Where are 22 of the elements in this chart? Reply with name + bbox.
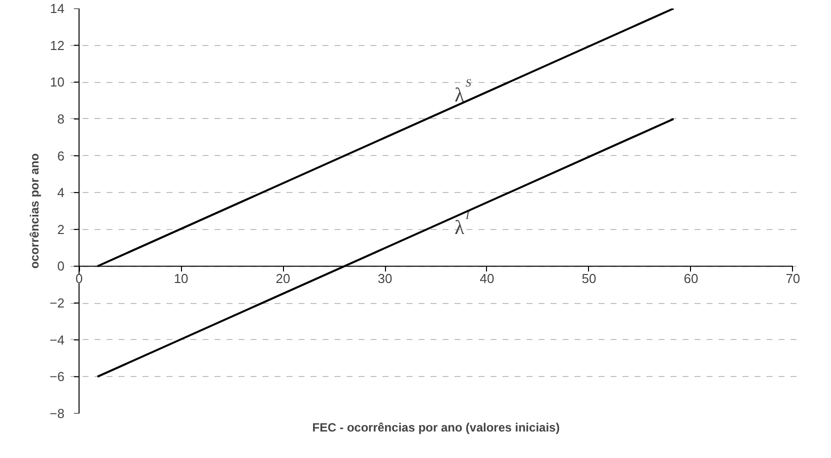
y-tick-label: −4	[50, 332, 65, 348]
x-axis-title: FEC - ocorrências por ano (valores iniciais)	[312, 420, 560, 434]
y-tick-label: 8	[57, 111, 65, 126]
x-tick-label: 40	[480, 271, 494, 286]
y-tick-label: 0	[57, 258, 65, 274]
x-tick-label: 30	[378, 271, 392, 286]
x-tick-label: 60	[684, 271, 698, 286]
y-axis-title: ocorrências por ano	[28, 153, 42, 269]
y-tick-label: 4	[57, 185, 65, 200]
y-tick-label: −2	[50, 296, 65, 311]
x-tick-label: 10	[174, 271, 188, 286]
y-tick-label: 6	[57, 148, 65, 164]
y-tick-label: 14	[50, 1, 65, 16]
y-tick-label: 2	[57, 222, 65, 237]
x-tick-label: 50	[582, 271, 596, 286]
y-tick-label: 10	[50, 74, 65, 90]
y-tick-label: 12	[50, 38, 65, 53]
y-tick-label: −8	[50, 406, 65, 421]
y-tick-label: −6	[50, 369, 65, 384]
x-tick-label: 20	[276, 271, 290, 286]
x-tick-label: 0	[75, 271, 83, 286]
x-tick-label: 70	[786, 271, 800, 286]
